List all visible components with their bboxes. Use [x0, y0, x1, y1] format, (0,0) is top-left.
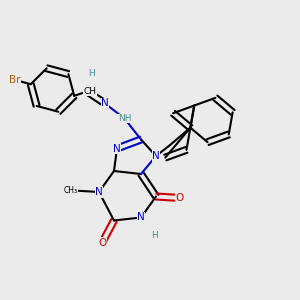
Text: N: N [113, 143, 121, 154]
Text: NH: NH [118, 114, 131, 123]
Text: O: O [176, 193, 184, 203]
Text: O: O [98, 238, 106, 248]
Text: N: N [101, 98, 109, 109]
Text: Br: Br [9, 75, 21, 85]
Text: H: H [88, 69, 95, 78]
Text: H: H [151, 231, 158, 240]
Text: N: N [137, 212, 145, 223]
Text: N: N [95, 187, 103, 197]
Text: N: N [152, 151, 160, 161]
Text: CH₃: CH₃ [63, 186, 78, 195]
Text: CH: CH [83, 87, 97, 96]
